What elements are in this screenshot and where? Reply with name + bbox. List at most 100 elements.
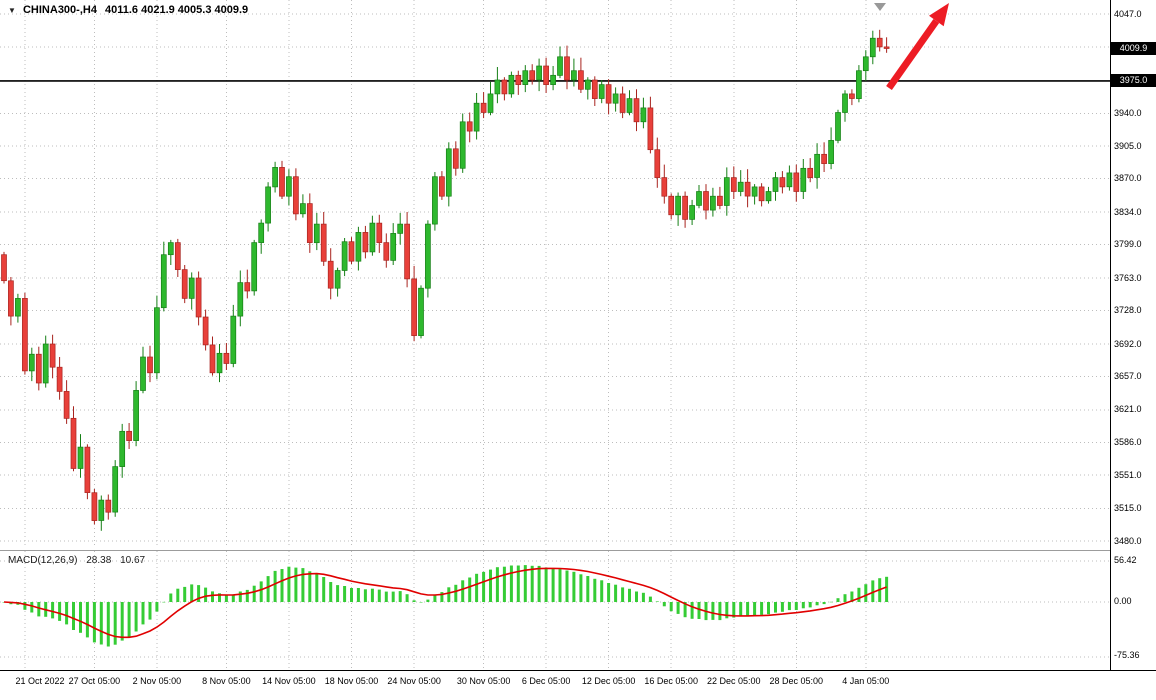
macd-histogram-bar [732,602,736,618]
candle-body [251,242,258,292]
macd-histogram-bar [461,580,465,602]
candle-body [397,223,404,234]
macd-histogram-bar [558,568,562,602]
macd-indicator-label: MACD(12,26,9) 28.38 10.67 [8,555,151,566]
price-axis-label: 3692.0 [1114,338,1142,349]
candle-body [654,149,661,178]
candle-body [105,499,112,513]
candle-body [147,356,153,374]
candle-body [862,56,869,72]
macd-histogram-bar [586,576,590,602]
macd-signal-value: 10.67 [120,555,146,566]
candle-body [522,70,529,85]
candle-body [432,176,438,225]
macd-histogram-bar [683,602,687,618]
candle-body [140,356,146,391]
macd-histogram-bar [231,594,235,602]
candle-body [487,93,494,113]
macd-histogram-bar [850,591,854,602]
symbol-dropdown-icon[interactable]: ▼ [8,6,16,15]
macd-histogram-bar [822,602,826,605]
macd-histogram-bar [641,592,645,602]
candle-body [300,203,306,215]
macd-axis-label: 0.00 [1114,595,1132,606]
macd-main-value: 28.38 [86,555,112,566]
candle-body [779,177,786,188]
candle-body [737,181,744,192]
candle-body [807,167,814,178]
macd-histogram-bar [370,588,374,602]
macd-histogram-bar [509,565,513,602]
macd-histogram-bar [37,602,41,617]
macd-histogram-bar [621,587,625,602]
candle-body [49,343,56,368]
time-axis[interactable]: 21 Oct 2022 27 Oct 05:00 2 Nov 05:00 8 Nov … [0,670,1156,700]
macd-histogram-bar [363,589,367,602]
macd-histogram-bar [746,602,750,616]
macd-histogram-bar [79,602,82,633]
candle-body [508,74,515,95]
candle-body [689,205,695,220]
candle-body [272,167,278,188]
macd-histogram-bar [176,588,180,602]
candle-body [334,270,341,289]
candle-body [856,70,862,99]
price-axis[interactable]: 4047.0 3940.0 3905.0 3870.0 3834.0 3799.0 3763… [1110,0,1156,671]
macd-histogram-bar [301,568,305,602]
candle-body [293,176,299,215]
candle-body [167,242,174,256]
candle-body [710,195,716,211]
candle-body [223,352,230,364]
macd-histogram-bar [426,599,430,602]
time-axis-label: 24 Nov 05:00 [387,676,441,686]
macd-pane[interactable]: MACD(12,26,9) 28.38 10.67 [0,550,1110,670]
candle-body [8,280,14,317]
macd-histogram-bar [183,586,187,602]
macd-histogram-bar [725,602,729,619]
macd-histogram-bar [294,567,298,602]
candle-body [195,277,202,318]
price-axis-label: 3940.0 [1114,108,1142,118]
candle-body [591,79,598,99]
macd-histogram-bar [711,602,715,620]
macd-histogram-bar [204,587,208,602]
candle-body [772,177,779,192]
price-chart-pane[interactable]: ▼ CHINA300-,H4 4011.6 4021.9 4005.3 4009… [0,0,1110,548]
macd-histogram-bar [495,567,499,602]
chart-shift-marker[interactable] [874,3,886,11]
macd-axis-label: 56.42 [1114,554,1137,565]
macd-histogram-bar [211,591,214,602]
macd-histogram-bar [405,594,409,602]
macd-histogram-bar [836,598,840,602]
macd-histogram-bar [760,602,764,615]
candle-body [28,353,35,372]
candle-body [439,176,445,197]
macd-histogram-bar [697,602,701,619]
time-axis-label: 27 Oct 05:00 [68,676,121,686]
macd-histogram-bar [141,602,145,625]
price-axis-label: 3621.0 [1114,404,1142,415]
candle-body [70,417,77,469]
candle-body [63,391,70,419]
time-axis-label: 2 Nov 05:00 [132,676,182,686]
candle-body [160,254,167,309]
time-axis-label: 18 Nov 05:00 [324,676,379,686]
candle-body [237,282,244,317]
macd-histogram-bar [690,602,694,619]
candle-body [362,232,369,253]
candle-body [1,254,7,282]
trend-arrow-annotation[interactable] [886,3,949,91]
price-axis-label: 3799.0 [1114,239,1142,249]
macd-histogram-bar [350,588,353,602]
candle-body [473,102,480,132]
candle-body [327,260,334,289]
macd-histogram-bar [343,586,347,602]
candle-body [744,181,751,197]
candle-body [112,466,119,513]
candle-body [286,176,292,197]
macd-histogram-bar [92,602,96,643]
macd-histogram-bar [65,602,69,625]
candle-body [883,46,890,49]
macd-histogram-bar [238,591,242,602]
candle-body [452,148,459,169]
